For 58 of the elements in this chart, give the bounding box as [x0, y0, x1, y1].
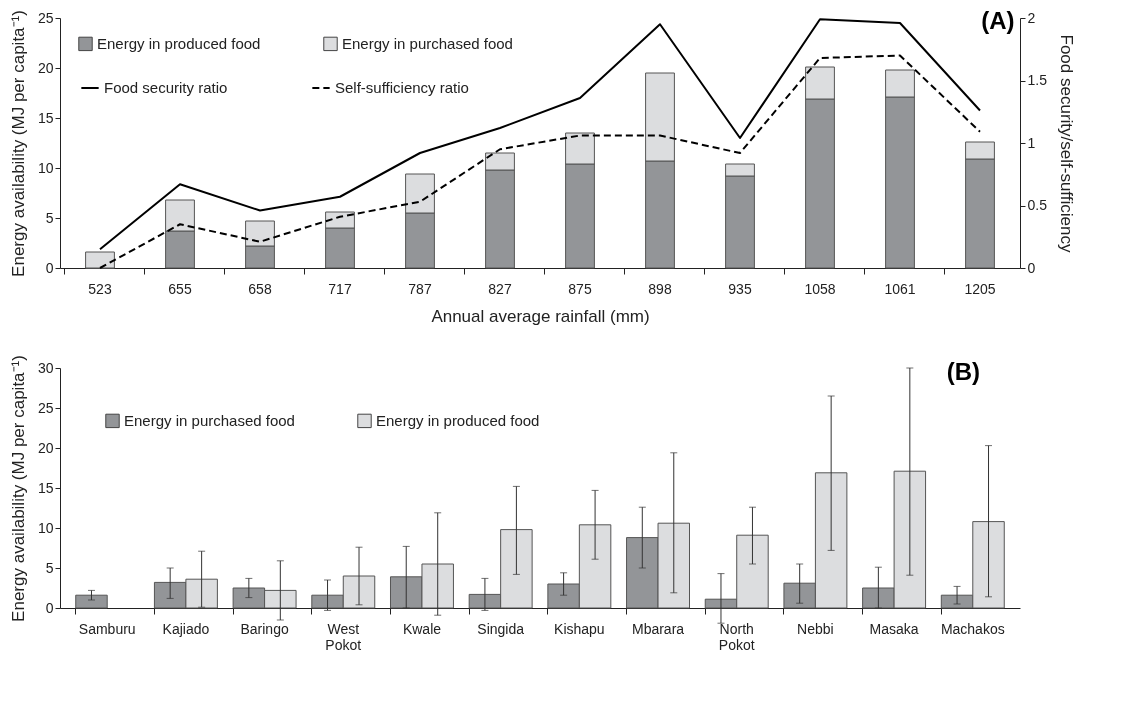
x-tick-label: 1061 — [884, 280, 916, 297]
x-tick-label: Kajiado — [162, 620, 210, 637]
y-tick-label: 30 — [37, 359, 54, 376]
y-tick-label: 25 — [37, 9, 54, 26]
x-axis-title: Annual average rainfall (mm) — [431, 306, 650, 326]
y2-tick-label: 2 — [1027, 9, 1036, 26]
legend-label: Self-sufficiency ratio — [335, 79, 469, 96]
y-tick-label: 0 — [45, 259, 54, 276]
x-tick-label: Samburu — [78, 620, 136, 637]
x-tick-label: 787 — [408, 280, 432, 297]
x-tick-label: West Pokot — [325, 620, 362, 653]
x-tick-label: 875 — [568, 280, 592, 297]
legend-label: Energy in purchased food — [342, 34, 513, 52]
x-tick-label: Nebbi — [797, 620, 834, 637]
y-axis-title: Energy availability (MJ per capita⁻¹) — [8, 355, 28, 622]
line-series — [99, 54, 981, 269]
legend-label: Energy in purchased food — [124, 411, 295, 429]
line-series — [99, 18, 981, 251]
y-tick-label: 25 — [37, 399, 54, 416]
legend-label: Food security ratio — [104, 79, 228, 96]
x-tick-label: 655 — [168, 280, 192, 297]
bar — [85, 251, 115, 269]
chart-title: (A) — [981, 6, 1015, 34]
chart-title: (B) — [946, 357, 980, 385]
y2-tick-label: 0 — [1027, 259, 1036, 276]
x-tick-label: Kwale — [402, 620, 442, 637]
y-tick-label: 20 — [37, 439, 54, 456]
x-tick-label: 717 — [328, 280, 352, 297]
x-tick-label: 658 — [248, 280, 272, 297]
x-tick-label: North Pokot — [718, 620, 755, 653]
x-tick-label: 1205 — [964, 280, 996, 297]
x-tick-label: Baringo — [240, 620, 289, 637]
y-tick-label: 0 — [45, 599, 54, 616]
y2-tick-label: 1.5 — [1027, 72, 1048, 88]
y2-tick-label: 0.5 — [1027, 197, 1048, 213]
y-tick-label: 15 — [37, 479, 54, 496]
legend-label: Energy in produced food — [376, 411, 540, 429]
y-tick-label: 20 — [37, 59, 54, 76]
x-tick-label: Mbarara — [631, 620, 685, 637]
x-tick-label: Machakos — [940, 620, 1005, 637]
x-tick-label: Kishapu — [554, 620, 605, 637]
y-axis-title: Energy availability (MJ per capita⁻¹) — [8, 10, 28, 277]
y-tick-label: 5 — [45, 559, 54, 576]
x-tick-label: 827 — [488, 280, 512, 297]
x-tick-label: Masaka — [869, 620, 919, 637]
x-tick-label: 898 — [648, 280, 672, 297]
y-tick-label: 10 — [37, 159, 54, 176]
y2-axis-title: Food security/self-sufficiency — [1056, 34, 1076, 253]
y-tick-label: 10 — [37, 519, 54, 536]
y2-tick-label: 1 — [1027, 134, 1036, 151]
bar — [75, 594, 108, 609]
x-tick-label: Singida — [477, 620, 525, 637]
x-tick-label: 523 — [88, 280, 112, 297]
x-tick-label: 1058 — [804, 280, 836, 297]
x-tick-label: 935 — [728, 280, 752, 297]
y-tick-label: 5 — [45, 209, 54, 226]
legend-label: Energy in produced food — [97, 34, 261, 52]
y-tick-label: 15 — [37, 109, 54, 126]
